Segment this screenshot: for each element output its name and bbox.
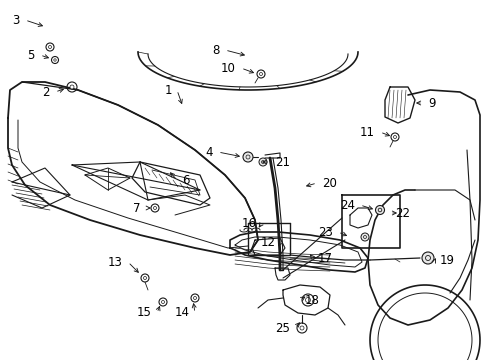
Circle shape xyxy=(259,158,266,166)
Circle shape xyxy=(375,206,384,215)
Circle shape xyxy=(393,135,396,139)
Circle shape xyxy=(54,59,56,61)
Text: 20: 20 xyxy=(321,176,336,189)
Circle shape xyxy=(48,45,51,49)
Text: 11: 11 xyxy=(359,126,374,139)
Text: 17: 17 xyxy=(317,252,332,265)
Circle shape xyxy=(161,301,164,303)
Text: 9: 9 xyxy=(427,96,435,109)
Text: 25: 25 xyxy=(275,321,289,334)
Text: 4: 4 xyxy=(205,145,213,158)
Text: 7: 7 xyxy=(133,202,141,215)
Circle shape xyxy=(70,85,74,89)
Text: 10: 10 xyxy=(221,62,236,75)
Circle shape xyxy=(143,276,146,279)
Text: 3: 3 xyxy=(13,14,20,27)
Circle shape xyxy=(305,297,310,302)
Text: 21: 21 xyxy=(274,156,289,168)
Text: 22: 22 xyxy=(394,207,409,220)
Circle shape xyxy=(421,252,433,264)
Circle shape xyxy=(360,233,368,241)
Text: 6: 6 xyxy=(182,174,189,186)
Text: 18: 18 xyxy=(305,293,319,306)
Text: 14: 14 xyxy=(175,306,190,320)
Text: 5: 5 xyxy=(27,49,35,62)
Text: 12: 12 xyxy=(261,235,275,248)
Circle shape xyxy=(153,207,156,210)
Text: 19: 19 xyxy=(439,253,454,266)
Text: 16: 16 xyxy=(242,216,257,230)
Text: 15: 15 xyxy=(137,306,152,320)
Circle shape xyxy=(299,326,304,330)
Text: 8: 8 xyxy=(212,44,220,57)
Circle shape xyxy=(259,72,262,76)
Text: 1: 1 xyxy=(164,84,172,96)
Text: 13: 13 xyxy=(108,256,123,269)
Circle shape xyxy=(193,297,196,300)
Circle shape xyxy=(243,152,252,162)
Text: 23: 23 xyxy=(318,225,332,239)
Text: 2: 2 xyxy=(42,86,50,99)
Text: 24: 24 xyxy=(339,198,354,212)
